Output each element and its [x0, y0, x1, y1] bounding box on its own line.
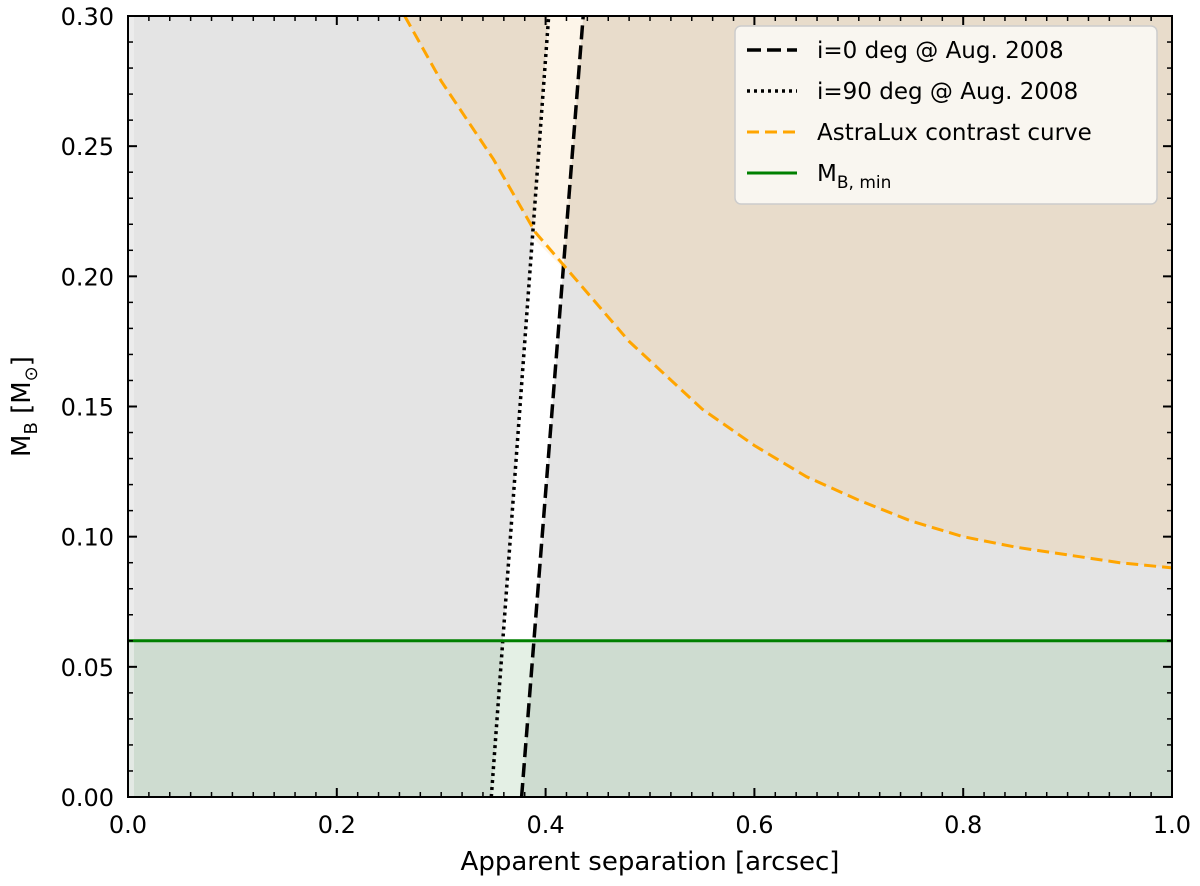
legend-entry-contrast-label: AstraLux contrast curve — [817, 120, 1092, 146]
legend-entry-i0-label: i=0 deg @ Aug. 2008 — [817, 38, 1064, 64]
y-axis-label-unit-sub: ⊙ — [21, 366, 42, 381]
axis-ticks: 0.0 0.2 0.4 0.6 0.8 1.0 0.00 0.05 0.10 0.15 0.20 0.… — [61, 3, 1192, 839]
band-below-min-mass-region — [491, 640, 534, 797]
x-axis-label: Apparent separation [arcsec] — [461, 847, 840, 877]
y-axis-label-sub: B — [21, 422, 42, 434]
x-tick-label: 0.6 — [735, 811, 773, 839]
x-tick-label: 1.0 — [1153, 811, 1191, 839]
legend-entry-i90-label-text: i=90 deg @ Aug. 2008 — [817, 79, 1078, 105]
x-tick-label: 0.4 — [527, 811, 565, 839]
x-tick-label: 0.2 — [318, 811, 356, 839]
i90-line — [489, 15, 551, 798]
i0-line — [519, 15, 585, 798]
legend-entry-i0-label-text: i=0 deg @ Aug. 2008 — [817, 38, 1064, 64]
legend-entry-min-mass-label-text: M — [817, 161, 837, 187]
x-tick-label: 0.8 — [944, 811, 982, 839]
legend-entry-contrast-label-text: AstraLux contrast curve — [817, 120, 1092, 146]
legend-entry-min-mass-label: MB, min — [817, 161, 891, 193]
y-tick-label: 0.25 — [61, 133, 114, 161]
y-axis-label-unit-close: ] — [7, 356, 37, 366]
legend: i=0 deg @ Aug. 2008 i=90 deg @ Aug. 2008 A… — [734, 25, 1158, 205]
below-min-mass-region — [128, 640, 1172, 797]
y-tick-label: 0.10 — [61, 524, 114, 552]
y-tick-label: 0.15 — [61, 394, 114, 422]
contrast-curve-line — [403, 15, 1173, 570]
legend-entry-min-mass-label-sub: B, min — [837, 173, 892, 193]
y-tick-label: 0.30 — [61, 3, 114, 31]
band-above-contrast-region — [532, 16, 583, 269]
y-axis-label-unit-open: [M — [7, 381, 37, 422]
y-tick-label: 0.05 — [61, 654, 114, 682]
y-axis-label: MB [M⊙] — [7, 356, 42, 457]
legend-entry-i90-label: i=90 deg @ Aug. 2008 — [817, 79, 1078, 105]
y-axis-label-main: M — [7, 435, 37, 457]
legend-box — [734, 25, 1158, 205]
series-lines — [128, 15, 1173, 798]
plot-frame — [127, 15, 1173, 798]
excluded-left-region — [128, 16, 549, 641]
x-tick-label: 0.0 — [109, 811, 147, 839]
y-tick-label: 0.00 — [61, 784, 114, 812]
y-tick-label: 0.20 — [61, 263, 114, 291]
contrast-excluded-left-region — [404, 16, 549, 238]
